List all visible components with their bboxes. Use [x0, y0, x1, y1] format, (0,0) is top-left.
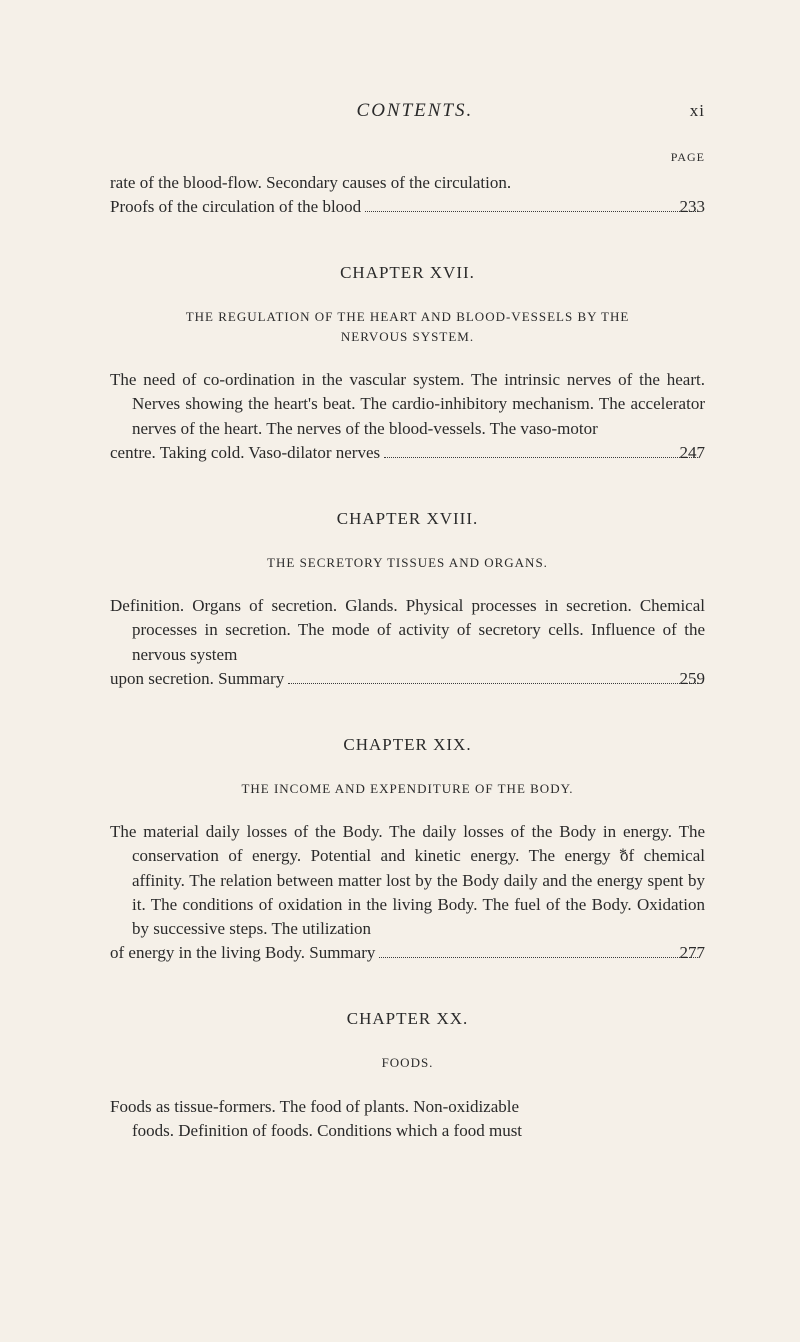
chapter-heading: CHAPTER XVII.	[110, 263, 705, 283]
entry-last-text: of energy in the living Body. Summary	[132, 941, 375, 965]
chapter-subheading: THE INCOME AND EXPENDITURE OF THE BODY.	[110, 779, 705, 799]
entry-text-lines: rate of the blood-flow. Secondary causes…	[110, 173, 511, 192]
entry-text-lines: Foods as tissue-formers. The food of pla…	[110, 1097, 519, 1116]
entry-page-number: 277	[702, 941, 706, 965]
entry-text-lines: The material daily losses of the Body. T…	[110, 822, 705, 938]
chapter-heading: CHAPTER XIX.	[110, 735, 705, 755]
dot-leader	[288, 683, 697, 684]
page-container: CONTENTS. xi PAGE rate of the blood-flow…	[0, 0, 800, 1342]
entry-last-text: upon secretion. Summary	[132, 667, 284, 691]
toc-entry: rate of the blood-flow. Secondary causes…	[110, 171, 705, 219]
entry-body: The need of co-ordination in the vascula…	[110, 368, 705, 465]
page-column-label: PAGE	[110, 150, 705, 165]
chapter-heading: CHAPTER XVIII.	[110, 509, 705, 529]
entry-body: Foods as tissue-formers. The food of pla…	[110, 1095, 705, 1143]
chapter-subheading: THE REGULATION OF THE HEART AND BLOOD-VE…	[110, 307, 705, 346]
toc-entry: Definition. Organs of secretion. Glands.…	[110, 594, 705, 691]
entry-body: Definition. Organs of secretion. Glands.…	[110, 594, 705, 691]
chapter-subheading: THE SECRETORY TISSUES AND ORGANS.	[110, 553, 705, 573]
toc-entry: * The material daily losses of the Body.…	[110, 820, 705, 965]
entry-page-number: 247	[702, 441, 706, 465]
entry-last-text: centre. Taking cold. Vaso-dilator nerves	[132, 441, 380, 465]
entry-last-text: Proofs of the circulation of the blood	[132, 195, 361, 219]
entry-last-line: Proofs of the circulation of the blood 2…	[132, 195, 705, 219]
dot-leader	[365, 211, 697, 212]
entry-last-line: upon secretion. Summary 259	[132, 667, 705, 691]
entry-body: The material daily losses of the Body. T…	[110, 820, 705, 965]
toc-entry: Foods as tissue-formers. The food of pla…	[110, 1095, 705, 1143]
dot-leader	[384, 457, 697, 458]
header-row: CONTENTS. xi	[110, 100, 705, 122]
entry-text-lines: Definition. Organs of secretion. Glands.…	[110, 596, 705, 663]
entry-last-text: foods. Definition of foods. Conditions w…	[132, 1121, 522, 1140]
entry-last-line: centre. Taking cold. Vaso-dilator nerves…	[132, 441, 705, 465]
page-roman-numeral: xi	[690, 101, 705, 121]
contents-title: CONTENTS.	[140, 100, 690, 122]
entry-last-line: of energy in the living Body. Summary 27…	[132, 941, 705, 965]
dot-leader	[379, 957, 697, 958]
entry-body: rate of the blood-flow. Secondary causes…	[110, 171, 705, 219]
entry-text-lines: The need of co-ordination in the vascula…	[110, 370, 705, 437]
toc-entry: The need of co-ordination in the vascula…	[110, 368, 705, 465]
entry-page-number: 233	[702, 195, 706, 219]
chapter-heading: CHAPTER XX.	[110, 1009, 705, 1029]
entry-page-number: 259	[702, 667, 706, 691]
asterisk-mark: *	[619, 846, 627, 864]
chapter-subheading: FOODS.	[110, 1053, 705, 1073]
